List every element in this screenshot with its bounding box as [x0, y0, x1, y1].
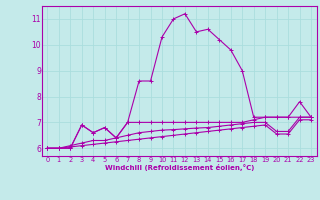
X-axis label: Windchill (Refroidissement éolien,°C): Windchill (Refroidissement éolien,°C): [105, 164, 254, 171]
